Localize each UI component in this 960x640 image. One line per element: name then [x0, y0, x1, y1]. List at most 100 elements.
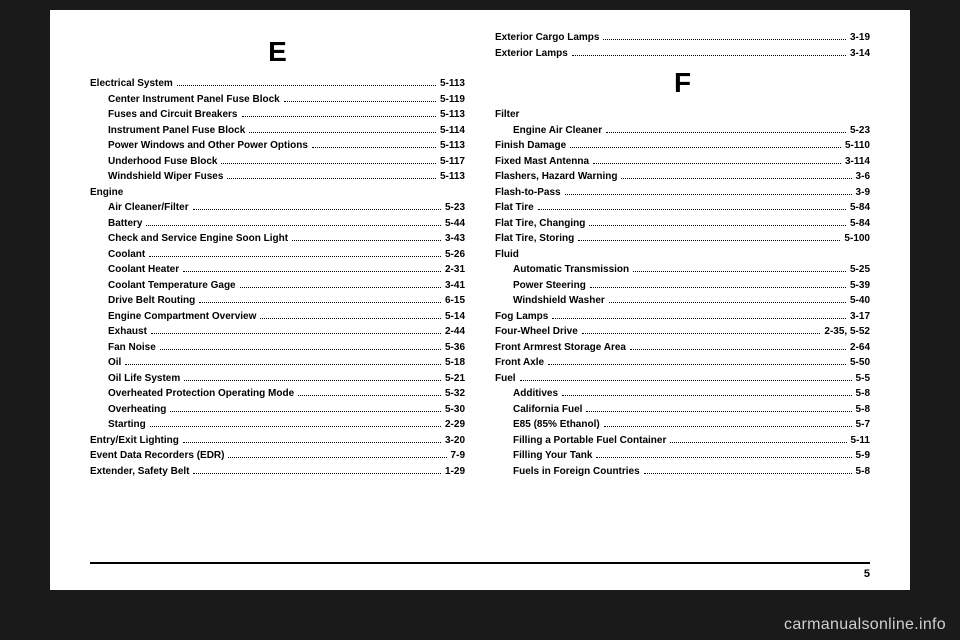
index-entry-label: Underhood Fuse Block: [108, 154, 217, 170]
index-entry-label: Fan Noise: [108, 340, 156, 356]
leader-dots: [298, 395, 441, 396]
leader-dots: [227, 178, 436, 179]
index-entry: Coolant Temperature Gage3-41: [90, 278, 465, 294]
index-entry: Engine: [90, 185, 465, 201]
index-entry-page: 5-14: [445, 309, 465, 325]
index-entry-label: Check and Service Engine Soon Light: [108, 231, 288, 247]
leader-dots: [221, 163, 436, 164]
index-entry: Fixed Mast Antenna3-114: [495, 154, 870, 170]
index-entry-page: 5-113: [440, 169, 465, 185]
index-entry-page: 3-43: [445, 231, 465, 247]
leader-dots: [242, 116, 436, 117]
leader-dots: [538, 209, 846, 210]
index-entry: Fuses and Circuit Breakers5-113: [90, 107, 465, 123]
leader-dots: [548, 364, 846, 365]
index-entry-label: Finish Damage: [495, 138, 566, 154]
leader-dots: [249, 132, 436, 133]
index-entry-label: Filter: [495, 107, 519, 123]
index-entry-label: Oil Life System: [108, 371, 180, 387]
index-entry-label: Drive Belt Routing: [108, 293, 195, 309]
index-entry-label: Center Instrument Panel Fuse Block: [108, 92, 280, 108]
index-entry: Starting2-29: [90, 417, 465, 433]
index-entry: Filling Your Tank5-9: [495, 448, 870, 464]
index-entry-page: 5-50: [850, 355, 870, 371]
leader-dots: [150, 426, 441, 427]
index-entry-label: Front Axle: [495, 355, 544, 371]
index-entry-label: E85 (85% Ethanol): [513, 417, 600, 433]
index-entry-page: 5-8: [856, 386, 870, 402]
index-entry-page: 3-9: [856, 185, 870, 201]
leader-dots: [149, 256, 441, 257]
index-entry-label: Windshield Wiper Fuses: [108, 169, 223, 185]
section-letter-f: F: [495, 67, 870, 99]
index-entry-page: 5-23: [850, 123, 870, 139]
index-entry: Coolant5-26: [90, 247, 465, 263]
index-entry-page: 5-23: [445, 200, 465, 216]
index-entry: Finish Damage5-110: [495, 138, 870, 154]
leader-dots: [604, 426, 852, 427]
index-entry: Check and Service Engine Soon Light 3-43: [90, 231, 465, 247]
index-entry-label: Fog Lamps: [495, 309, 548, 325]
leader-dots: [578, 240, 840, 241]
index-entry: Additives5-8: [495, 386, 870, 402]
index-entry-page: 5-40: [850, 293, 870, 309]
right-top-entries: Exterior Cargo Lamps3-19Exterior Lamps3-…: [495, 30, 870, 61]
index-entry: Instrument Panel Fuse Block5-114: [90, 123, 465, 139]
section-letter-e: E: [90, 36, 465, 68]
index-entry-label: Four-Wheel Drive: [495, 324, 578, 340]
index-entry-page: 3-20: [445, 433, 465, 449]
index-entry: Engine Air Cleaner5-23: [495, 123, 870, 139]
leader-dots: [177, 85, 436, 86]
index-entry-label: Automatic Transmission: [513, 262, 629, 278]
index-entry: Coolant Heater2-31: [90, 262, 465, 278]
leader-dots: [260, 318, 441, 319]
index-entry-page: 5-11: [851, 433, 870, 449]
index-entry-label: Battery: [108, 216, 142, 232]
index-entry-page: 5-36: [445, 340, 465, 356]
leader-dots: [193, 473, 441, 474]
index-entry-page: 5-5: [856, 371, 870, 387]
index-entry: Windshield Wiper Fuses 5-113: [90, 169, 465, 185]
page-footer: 5: [90, 562, 870, 580]
leader-dots: [183, 442, 441, 443]
leader-dots: [552, 318, 846, 319]
leader-dots: [312, 147, 436, 148]
index-entry-page: 2-35, 5-52: [824, 324, 870, 340]
index-entry-page: 5-21: [445, 371, 465, 387]
index-columns: E Electrical System5-113Center Instrumen…: [90, 30, 870, 550]
leader-dots: [151, 333, 441, 334]
index-entry: Center Instrument Panel Fuse Block5-119: [90, 92, 465, 108]
index-entry: Flat Tire, Storing5-100: [495, 231, 870, 247]
right-column: Exterior Cargo Lamps3-19Exterior Lamps3-…: [495, 30, 870, 550]
left-column: E Electrical System5-113Center Instrumen…: [90, 30, 465, 550]
index-entry: Entry/Exit Lighting3-20: [90, 433, 465, 449]
leader-dots: [292, 240, 441, 241]
index-entry: Event Data Recorders (EDR)7-9: [90, 448, 465, 464]
index-entry-page: 5-30: [445, 402, 465, 418]
leader-dots: [565, 194, 852, 195]
index-entry-page: 5-113: [440, 107, 465, 123]
leader-dots: [644, 473, 852, 474]
index-entry-label: Fuels in Foreign Countries: [513, 464, 640, 480]
index-entry: Filling a Portable Fuel Container 5-11: [495, 433, 870, 449]
index-entry: Oil5-18: [90, 355, 465, 371]
index-entry-label: Exterior Lamps: [495, 46, 568, 62]
leader-dots: [596, 457, 851, 458]
index-entry-label: Oil: [108, 355, 121, 371]
leader-dots: [562, 395, 852, 396]
index-entry: Four-Wheel Drive 2-35, 5-52: [495, 324, 870, 340]
index-entry: Power Windows and Other Power Options5-1…: [90, 138, 465, 154]
leader-dots: [183, 271, 441, 272]
leader-dots: [593, 163, 841, 164]
index-entry: Fuel5-5: [495, 371, 870, 387]
index-entry-page: 5-39: [850, 278, 870, 294]
index-entry: Drive Belt Routing6-15: [90, 293, 465, 309]
index-entry-label: Exterior Cargo Lamps: [495, 30, 599, 46]
index-entry-label: Coolant Heater: [108, 262, 179, 278]
index-entry-page: 5-114: [440, 123, 465, 139]
index-entry-label: Filling a Portable Fuel Container: [513, 433, 666, 449]
index-entry: Flash-to-Pass3-9: [495, 185, 870, 201]
index-entry-label: Flat Tire, Changing: [495, 216, 585, 232]
leader-dots: [160, 349, 441, 350]
index-entry-page: 3-17: [850, 309, 870, 325]
